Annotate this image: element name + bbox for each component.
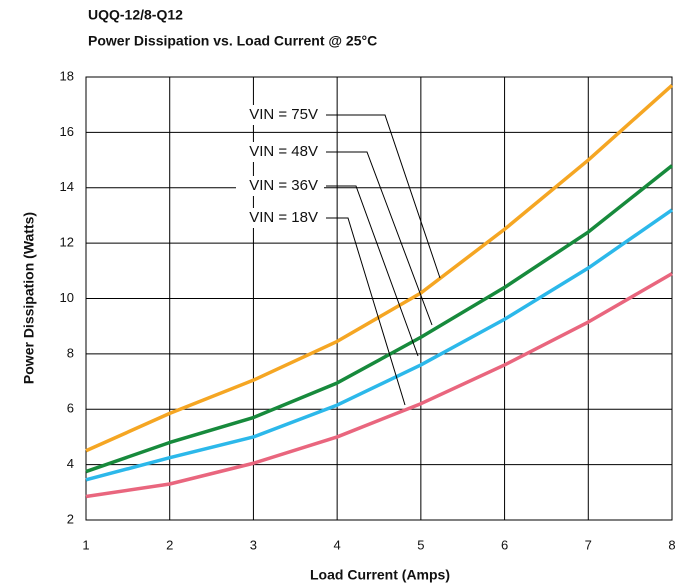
y-tick-label: 4: [67, 456, 74, 471]
series-line: [85, 208, 673, 482]
series-line: [85, 272, 673, 499]
leader-line: [326, 217, 406, 406]
x-axis-label: Load Current (Amps): [310, 567, 450, 583]
y-tick-label: 12: [60, 235, 74, 250]
y-tick-label: 14: [60, 179, 74, 194]
series-line: [85, 84, 674, 453]
legend-bg: [236, 142, 324, 162]
y-tick-label: 10: [60, 290, 74, 305]
x-tick-label: 4: [334, 537, 341, 552]
legend-label: VIN = 18V: [249, 209, 318, 226]
legend-label: VIN = 75V: [249, 106, 318, 123]
x-tick-label: 1: [82, 537, 89, 552]
legend-bg: [236, 105, 324, 125]
leader-line: [326, 114, 441, 279]
chart-subtitle: Power Dissipation vs. Load Current @ 25°…: [88, 33, 377, 49]
series-line: [85, 164, 674, 474]
legend-label: VIN = 48V: [249, 143, 318, 160]
y-tick-label: 2: [67, 511, 74, 526]
x-tick-label: 7: [585, 537, 592, 552]
y-tick-label: 8: [67, 345, 74, 360]
y-tick-label: 16: [60, 124, 74, 139]
legend-label: VIN = 36V: [249, 177, 318, 194]
x-tick-label: 2: [166, 537, 173, 552]
y-tick-label: 6: [67, 401, 74, 416]
x-tick-label: 5: [417, 537, 424, 552]
leader-line: [326, 185, 419, 357]
legend-bg: [236, 176, 324, 196]
legend-bg: [236, 208, 324, 228]
y-tick-label: 18: [60, 68, 74, 83]
y-axis-label: Power Dissipation (Watts): [21, 212, 37, 384]
x-tick-label: 6: [501, 537, 508, 552]
x-tick-label: 8: [668, 537, 675, 552]
leader-line: [326, 151, 433, 326]
x-tick-label: 3: [250, 537, 257, 552]
chart-title: UQQ-12/8-Q12: [88, 7, 183, 23]
